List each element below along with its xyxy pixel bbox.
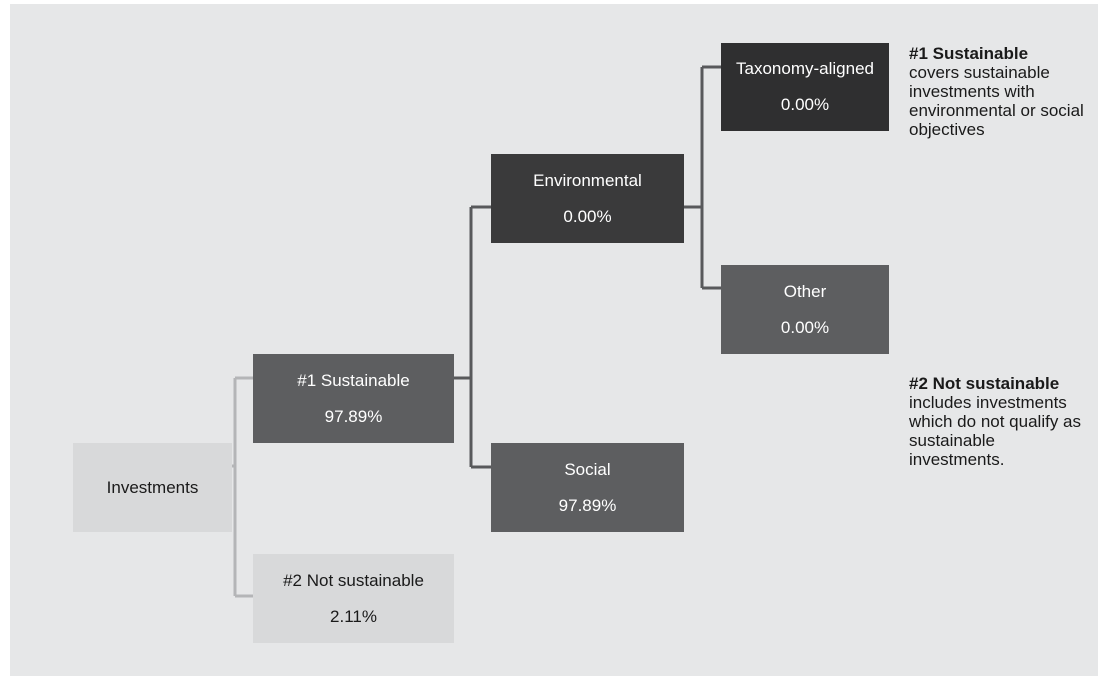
legend-not-sustainable-text: includes investments which do not qualif… [909, 393, 1081, 469]
node-social: Social 97.89% [491, 443, 684, 532]
node-sustainable-value: 97.89% [324, 406, 383, 426]
node-investments: Investments [73, 443, 232, 532]
node-not-sustainable-value: 2.11% [330, 606, 377, 626]
connector-investments [232, 376, 253, 598]
legend-not-sustainable: #2 Not sustainable includes investments … [909, 374, 1094, 469]
node-other: Other 0.00% [721, 265, 889, 354]
node-other-label: Other [783, 281, 827, 301]
node-sustainable-label: #1 Sustainable [297, 370, 410, 390]
node-investments-label: Investments [106, 477, 199, 497]
connector-environmental [684, 65, 721, 290]
legend-sustainable-title: #1 Sustainable [909, 44, 1029, 63]
node-other-value: 0.00% [780, 317, 830, 337]
node-environmental: Environmental 0.00% [491, 154, 684, 243]
node-environmental-value: 0.00% [563, 206, 612, 226]
node-not-sustainable-label: #2 Not sustainable [283, 570, 424, 590]
node-social-label: Social [564, 459, 611, 479]
legend-sustainable: #1 Sustainable covers sustainable invest… [909, 44, 1094, 139]
node-taxonomy-aligned-value: 0.00% [780, 95, 830, 114]
connector-sustainable [454, 205, 491, 469]
node-taxonomy-aligned: Taxonomy-aligned 0.00% [721, 43, 889, 131]
node-social-value: 97.89% [558, 495, 617, 515]
legend-sustainable-text: covers sustainable investments with envi… [909, 63, 1084, 139]
node-not-sustainable: #2 Not sustainable 2.11% [253, 554, 454, 643]
node-sustainable: #1 Sustainable 97.89% [253, 354, 454, 443]
node-taxonomy-aligned-label: Taxonomy-aligned [736, 59, 874, 78]
legend-not-sustainable-title: #2 Not sustainable [909, 374, 1060, 393]
diagram-panel [10, 4, 1098, 676]
node-environmental-label: Environmental [533, 170, 642, 190]
